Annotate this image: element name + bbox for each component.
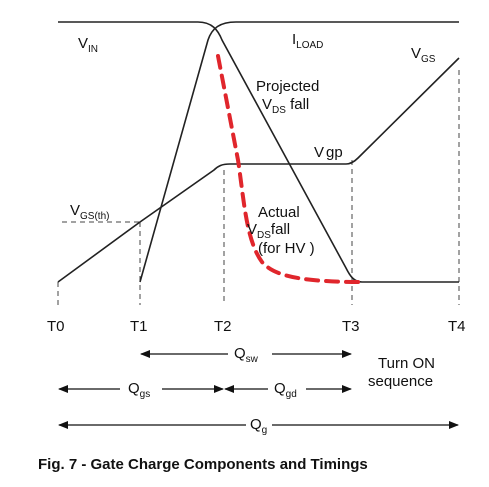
vin-label: VIN <box>78 35 98 55</box>
t2-label: T2 <box>214 318 232 335</box>
actual-line1: Actual <box>258 204 300 221</box>
vgs-th-label: VGS(th) <box>70 202 109 222</box>
t1-label: T1 <box>130 318 148 335</box>
vgs-label: VGS <box>411 45 436 65</box>
figure-caption: Fig. 7 - Gate Charge Components and Timi… <box>38 456 368 473</box>
actual-line2: VDSfall <box>247 221 290 241</box>
t3-label: T3 <box>342 318 360 335</box>
qg-label: Qg <box>250 416 267 436</box>
projected-line1: Projected <box>256 78 319 95</box>
qsw-label: Qsw <box>234 345 259 365</box>
iload-label: ILOAD <box>292 31 323 51</box>
qgd-label: Qgd <box>274 380 297 400</box>
sequence-line1: Turn ON <box>378 355 435 372</box>
projected-line2: VDS fall <box>262 96 309 116</box>
t4-label: T4 <box>448 318 466 335</box>
qgs-label: Qgs <box>128 380 150 400</box>
vgs-trace <box>57 57 460 283</box>
actual-vds-fall-trace <box>216 54 366 284</box>
actual-line3: (for HV ) <box>258 240 315 257</box>
t0-label: T0 <box>47 318 65 335</box>
iload-trace <box>139 21 459 283</box>
sequence-line2: sequence <box>368 373 433 390</box>
